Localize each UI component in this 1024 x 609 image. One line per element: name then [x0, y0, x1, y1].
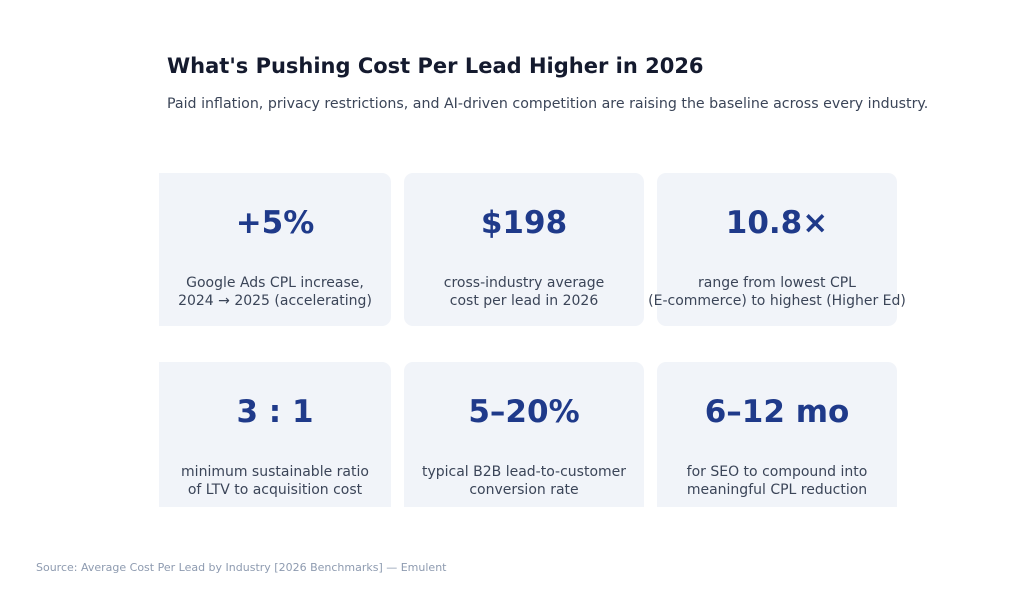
- stat-card-seo-timeline: 6–12 mo for SEO to compound into meaning…: [657, 362, 897, 507]
- stat-card-ltv-ratio: 3 : 1 minimum sustainable ratio of LTV t…: [159, 362, 391, 507]
- stat-value: 5–20%: [468, 394, 580, 430]
- page-title: What's Pushing Cost Per Lead Higher in 2…: [167, 54, 704, 78]
- stat-description: Google Ads CPL increase, 2024 → 2025 (ac…: [159, 274, 391, 310]
- stat-description-line: conversion rate: [469, 482, 579, 498]
- stat-card-google-ads-cpl: +5% Google Ads CPL increase, 2024 → 2025…: [159, 173, 391, 326]
- stat-description-line: cost per lead in 2026: [449, 293, 599, 309]
- stat-description: range from lowest CPL (E-commerce) to hi…: [637, 274, 917, 310]
- stat-value: 6–12 mo: [704, 394, 850, 430]
- stat-description-line: minimum sustainable ratio: [181, 464, 369, 480]
- stat-description-line: (E-commerce) to highest (Higher Ed): [648, 293, 906, 309]
- stat-description-line: Google Ads CPL increase,: [186, 275, 364, 291]
- stat-card-average-cpl: $198 cross-industry average cost per lea…: [404, 173, 644, 326]
- stat-value: 10.8×: [725, 205, 829, 241]
- stat-description: for SEO to compound into meaningful CPL …: [657, 463, 897, 499]
- stat-value: 3 : 1: [236, 394, 314, 430]
- stat-value: $198: [480, 205, 568, 241]
- stat-value: +5%: [235, 205, 315, 241]
- source-note: Source: Average Cost Per Lead by Industr…: [36, 561, 447, 574]
- stat-description: typical B2B lead-to-customer conversion …: [404, 463, 644, 499]
- page-subtitle: Paid inflation, privacy restrictions, an…: [167, 96, 929, 112]
- stat-card-conversion-rate: 5–20% typical B2B lead-to-customer conve…: [404, 362, 644, 507]
- stat-description-line: meaningful CPL reduction: [686, 482, 868, 498]
- stat-description-line: 2024 → 2025 (accelerating): [178, 293, 372, 309]
- stat-description-line: typical B2B lead-to-customer: [421, 464, 627, 480]
- stat-description: minimum sustainable ratio of LTV to acqu…: [159, 463, 391, 499]
- stat-description-line: of LTV to acquisition cost: [187, 482, 363, 498]
- stat-description-line: range from lowest CPL: [698, 275, 856, 291]
- stat-description-line: cross-industry average: [443, 275, 605, 291]
- stat-description: cross-industry average cost per lead in …: [404, 274, 644, 310]
- stat-card-cpl-range: 10.8× range from lowest CPL (E-commerce)…: [648, 173, 906, 326]
- stat-description-line: for SEO to compound into: [686, 464, 868, 480]
